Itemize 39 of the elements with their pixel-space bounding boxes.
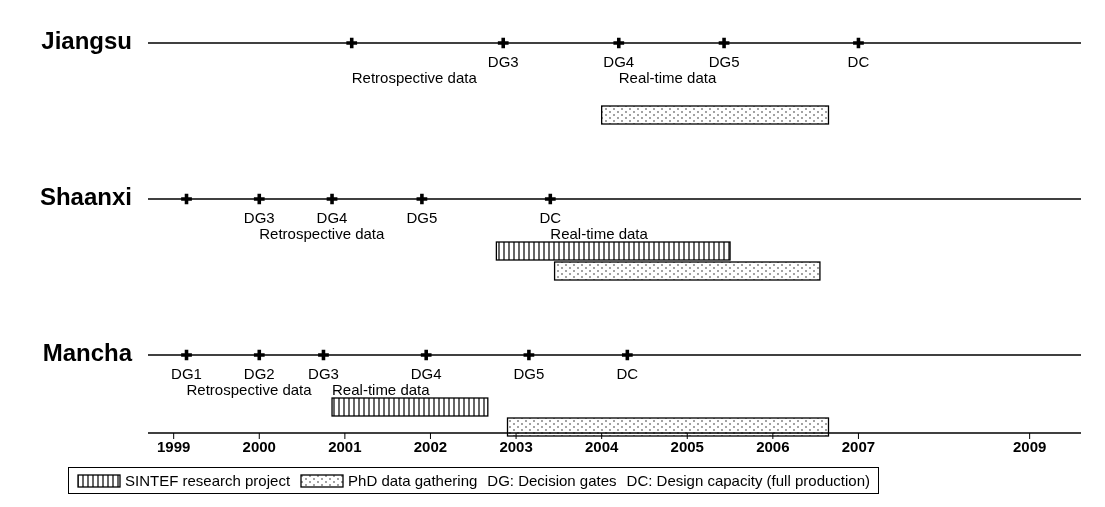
data-label: DG5 [513, 365, 545, 382]
x-tick-label: 2006 [756, 437, 790, 455]
x-tick-label: 2009 [1012, 437, 1047, 455]
data-label: DC [539, 209, 562, 226]
annotation: Real-time data [550, 225, 649, 242]
data-label: DG3 [308, 365, 339, 382]
annotation: Retrospective data [186, 381, 313, 398]
text: DC: Design capacity (full production) [626, 472, 870, 489]
annotation: Retrospective data [351, 69, 478, 86]
data-label: DG1 [171, 365, 202, 382]
data-label: DC [847, 53, 870, 70]
data-label: DG4 [603, 53, 635, 70]
x-tick-label: 2002 [413, 437, 448, 455]
data-label: DG5 [406, 209, 438, 226]
data-label: DG3 [487, 53, 519, 70]
x-tick-label: 2007 [841, 437, 876, 455]
data-label: DG5 [708, 53, 740, 70]
y-tick-label: Jiangsu [41, 27, 132, 55]
x-tick-label: 2004 [584, 437, 619, 455]
y-tick-label: Shaanxi [39, 183, 132, 211]
x-tick-label: 2005 [670, 437, 704, 455]
x-tick-label: 2001 [328, 437, 362, 455]
data-label: DG3 [243, 209, 275, 226]
data-label: DC [616, 365, 639, 382]
annotation: Real-time data [618, 69, 717, 86]
data-label: DG2 [243, 365, 275, 382]
text: DG: Decision gates [487, 472, 617, 489]
x-tick-label: 2003 [499, 437, 533, 455]
bar [331, 397, 489, 417]
legend-label: SINTEF research project [125, 472, 291, 489]
x-tick-label: 1999 [156, 437, 191, 455]
annotation: Real-time data [332, 381, 431, 398]
annotation: Retrospective data [259, 225, 385, 242]
bar [601, 105, 830, 125]
legend-label: PhD data gathering [348, 472, 478, 489]
data-label: DG4 [410, 365, 442, 382]
y-tick-label: Mancha [42, 339, 133, 367]
data-label: DG4 [316, 209, 348, 226]
x-tick-label: 2000 [242, 437, 276, 455]
